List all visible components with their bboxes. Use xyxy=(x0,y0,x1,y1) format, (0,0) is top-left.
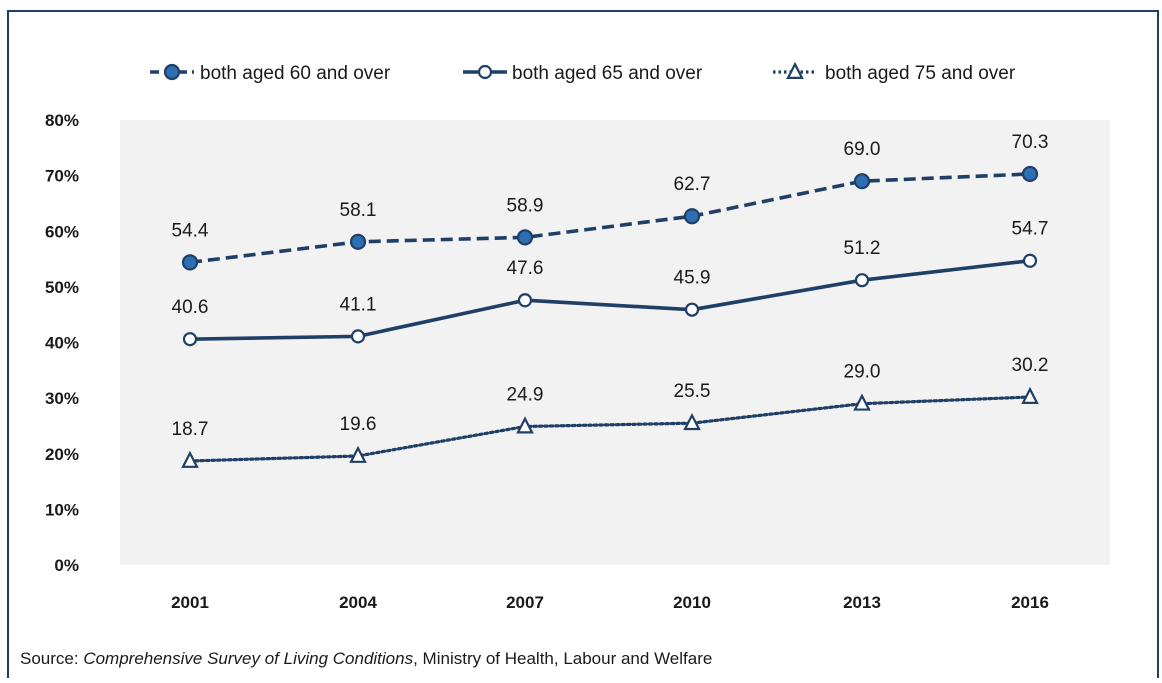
data-point xyxy=(853,173,871,190)
source-note: Source: Comprehensive Survey of Living C… xyxy=(20,649,712,669)
data-label: 45.9 xyxy=(674,268,711,289)
data-label: 40.6 xyxy=(172,297,209,318)
source-title: Comprehensive Survey of Living Condition… xyxy=(83,649,414,668)
data-label: 70.3 xyxy=(1012,132,1049,153)
data-point xyxy=(182,332,198,347)
y-axis: 0% 10% 20% 30% 40% 50% 60% 70% 80% xyxy=(45,111,79,575)
data-point xyxy=(350,329,366,344)
series-2: 40.6 41.1 47.6 45.9 51.2 54.7 xyxy=(172,219,1049,347)
data-label: 41.1 xyxy=(340,294,377,315)
legend: both aged 60 and over both aged 65 and ov… xyxy=(150,61,1016,84)
x-tick-label: 2004 xyxy=(339,593,377,612)
legend-label: both aged 65 and over xyxy=(512,63,703,84)
source-prefix: Source: xyxy=(20,649,84,668)
data-point xyxy=(181,450,199,468)
data-label: 54.4 xyxy=(172,220,209,241)
y-tick-label: 10% xyxy=(45,500,79,519)
series-1: 54.4 58.1 58.9 62.7 69.0 70.3 xyxy=(172,132,1049,271)
y-tick-label: 50% xyxy=(45,278,79,297)
data-label: 19.6 xyxy=(340,414,377,435)
data-label: 54.7 xyxy=(1012,219,1049,240)
data-label: 51.2 xyxy=(844,238,881,259)
data-label: 18.7 xyxy=(172,419,209,440)
data-point xyxy=(349,233,367,250)
y-tick-label: 80% xyxy=(45,111,79,130)
data-point xyxy=(684,302,700,317)
legend-label: both aged 60 and over xyxy=(200,63,391,84)
data-label: 58.9 xyxy=(507,195,544,216)
data-label: 58.1 xyxy=(340,200,377,221)
source-suffix: , Ministry of Health, Labour and Welfare xyxy=(413,649,713,668)
data-point xyxy=(516,229,534,246)
plot-area xyxy=(120,120,1110,565)
legend-item-3: both aged 75 and over xyxy=(773,61,1016,84)
x-tick-label: 2001 xyxy=(171,593,209,612)
data-label: 47.6 xyxy=(507,258,544,279)
y-tick-label: 60% xyxy=(45,222,79,241)
series-3: 18.7 19.6 24.9 25.5 29.0 30.2 xyxy=(172,355,1049,468)
y-tick-label: 0% xyxy=(54,556,79,575)
x-axis: 2001 2004 2007 2010 2013 2016 xyxy=(171,593,1049,612)
data-label: 62.7 xyxy=(674,174,711,195)
data-point xyxy=(181,254,199,271)
data-label: 29.0 xyxy=(844,362,881,383)
data-label: 25.5 xyxy=(674,381,711,402)
x-tick-label: 2013 xyxy=(843,593,881,612)
data-point xyxy=(1021,386,1039,404)
data-point xyxy=(683,412,701,431)
data-point xyxy=(516,416,534,434)
data-label: 24.9 xyxy=(507,384,544,405)
y-tick-label: 30% xyxy=(45,389,79,408)
legend-marker xyxy=(786,61,804,79)
y-tick-label: 40% xyxy=(45,334,79,353)
legend-marker xyxy=(477,64,493,80)
x-tick-label: 2010 xyxy=(673,593,711,612)
data-point xyxy=(854,273,870,288)
legend-marker xyxy=(163,63,181,81)
x-tick-label: 2016 xyxy=(1011,593,1049,612)
series-line xyxy=(189,172,1031,265)
y-tick-label: 70% xyxy=(45,167,79,186)
y-tick-label: 20% xyxy=(45,445,79,464)
series-line xyxy=(189,258,1031,341)
data-label: 30.2 xyxy=(1012,355,1049,376)
data-point xyxy=(683,208,701,225)
legend-item-2: both aged 65 and over xyxy=(463,63,703,84)
x-tick-label: 2007 xyxy=(506,593,544,612)
data-point xyxy=(517,293,533,308)
data-point xyxy=(853,393,871,411)
series-layer: 54.4 58.1 58.9 62.7 69.0 70.3 40.6 41.1 47.6 45.9… xyxy=(172,132,1049,468)
series-line xyxy=(188,395,1032,463)
legend-label: both aged 75 and over xyxy=(825,63,1016,84)
data-point xyxy=(349,445,367,463)
data-label: 69.0 xyxy=(844,139,881,160)
data-point xyxy=(1022,253,1038,268)
legend-item-1: both aged 60 and over xyxy=(150,63,391,84)
data-point xyxy=(1021,165,1039,183)
